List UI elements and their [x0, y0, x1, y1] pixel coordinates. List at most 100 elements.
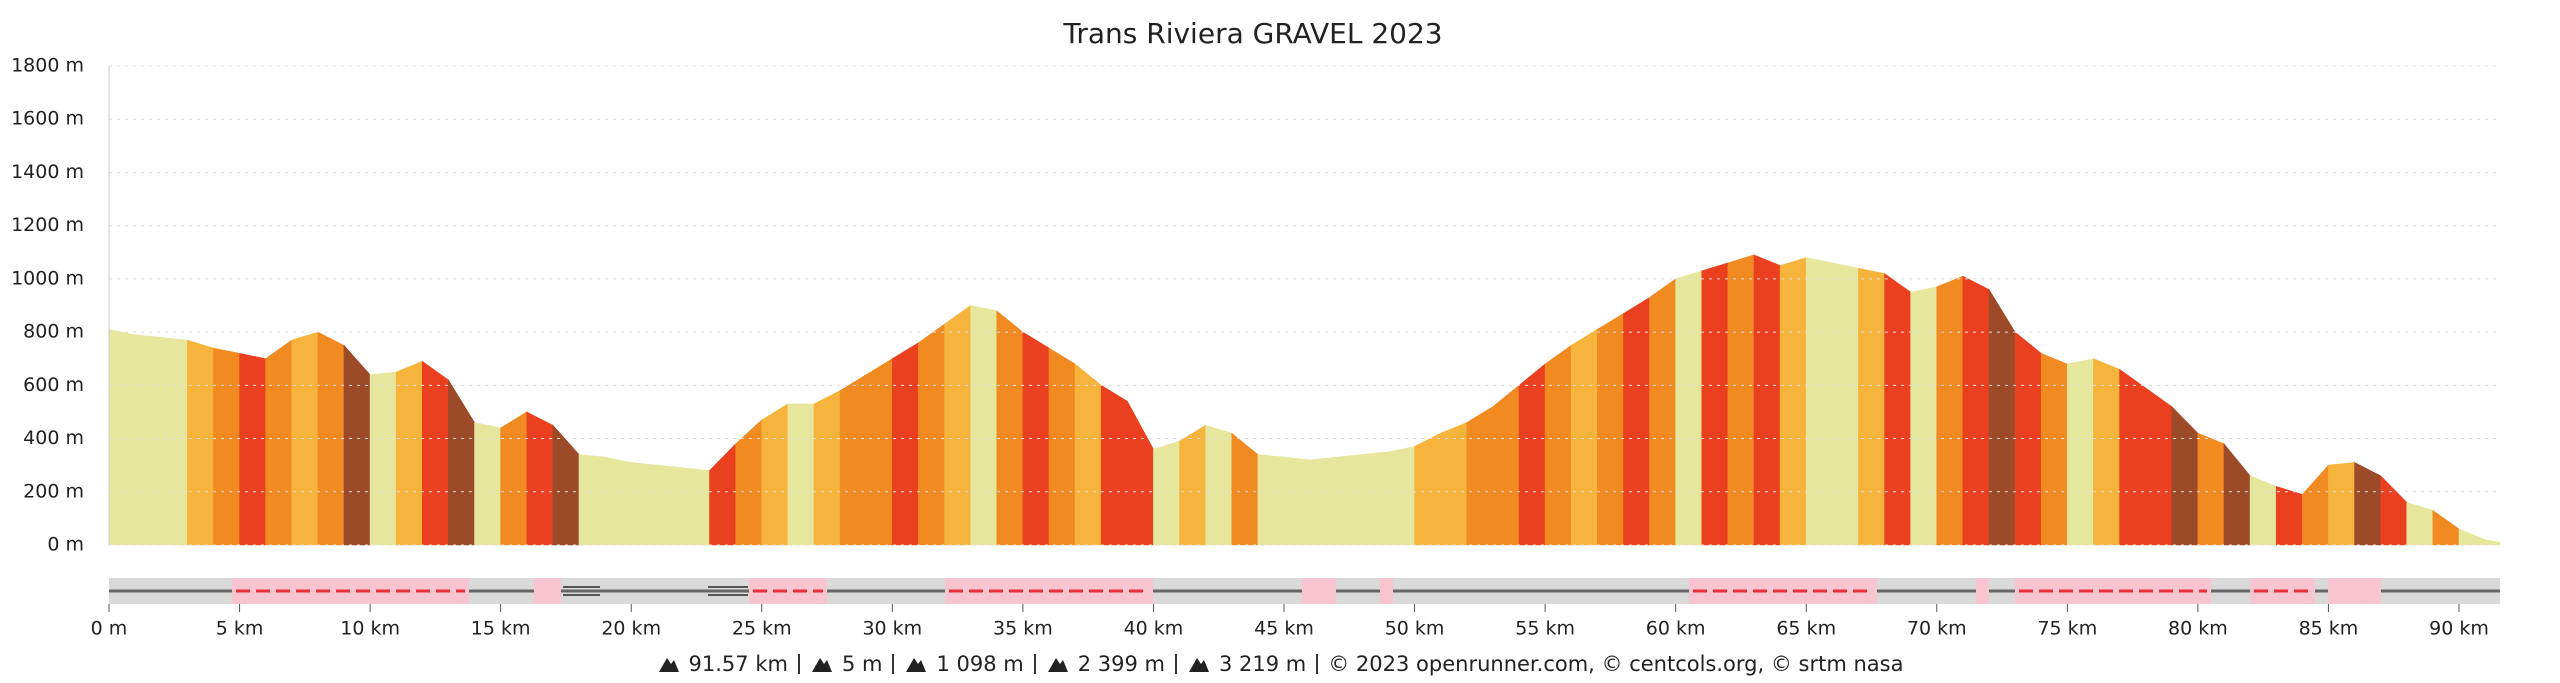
elevation-segment — [657, 464, 684, 546]
stat-value: 5 m — [841, 652, 883, 676]
elevation-segment — [1623, 296, 1650, 546]
y-tick-label: 1000 m — [11, 267, 84, 289]
y-tick-label: 0 m — [47, 534, 84, 556]
stat-value: 1 098 m — [936, 652, 1024, 676]
elevation-segment — [1858, 267, 1885, 546]
elevation-segment — [709, 443, 736, 546]
y-tick-label: 400 m — [23, 427, 84, 449]
elevation-segment — [2406, 502, 2434, 546]
elevation-segment — [1466, 406, 1494, 546]
separator — [1033, 654, 1036, 674]
elevation-segment — [865, 358, 893, 546]
elevation-segment — [526, 411, 554, 546]
y-tick-label: 1600 m — [11, 108, 84, 130]
elevation-segment — [1048, 347, 1076, 546]
elevation-segment — [369, 371, 397, 546]
elevation-segment — [787, 403, 815, 546]
stat-icon — [1047, 658, 1068, 672]
y-tick-label: 800 m — [23, 321, 84, 343]
elevation-segment — [578, 454, 606, 546]
separator — [797, 654, 800, 674]
elevation-segment — [317, 331, 345, 546]
elevation-segment — [160, 337, 188, 546]
band-pink — [232, 578, 2381, 604]
separator — [892, 654, 895, 674]
elevation-segment — [2249, 475, 2277, 546]
elevation-segment — [2223, 443, 2251, 546]
elevation-segment — [630, 462, 658, 546]
elevation-segment — [343, 344, 371, 546]
x-tick-label: 15 km — [471, 618, 531, 640]
stat-icon — [1188, 658, 1209, 672]
stat: 5 m — [810, 652, 883, 676]
y-tick-label: 600 m — [23, 374, 84, 396]
elevation-segment — [2145, 387, 2173, 546]
elevation-segment — [1649, 278, 1676, 546]
elevation-segment — [2067, 358, 2094, 546]
elevation-segment — [970, 305, 998, 546]
stat-icon — [906, 658, 927, 672]
x-tick-label: 55 km — [1515, 618, 1575, 640]
elevation-segment — [813, 390, 841, 546]
elevation-segment — [108, 329, 136, 546]
elevation-segment — [1936, 275, 1964, 546]
chart: Trans Riviera GRAVEL 2023 0 m 200 m 400 m 6… — [11, 17, 2501, 640]
surface-band — [109, 578, 2500, 604]
elevation-segment — [1231, 432, 1259, 546]
elevation-segment — [265, 339, 293, 546]
y-tick-label: 200 m — [23, 480, 84, 502]
elevation-segment — [1440, 422, 1468, 546]
elevation-segment — [474, 422, 501, 546]
elevation-segment — [2275, 486, 2303, 546]
chart-title: Trans Riviera GRAVEL 2023 — [1062, 17, 1442, 50]
elevation-segment — [1544, 344, 1572, 546]
elevation-segment — [604, 456, 632, 546]
stat-value: 2 399 m — [1077, 652, 1165, 676]
x-tick-label: 5 km — [216, 618, 264, 640]
x-tick-label: 50 km — [1385, 618, 1445, 640]
elevation-segment — [1127, 401, 1154, 546]
elevation-segment — [2119, 368, 2146, 546]
elevation-segment — [1309, 456, 1337, 546]
stat-value: 91.57 km — [688, 652, 788, 676]
elevation-segment — [1153, 440, 1180, 546]
elevation-segment — [395, 360, 423, 546]
elevation-segment — [1910, 286, 1938, 546]
elevation-segment — [2171, 405, 2199, 546]
elevation-segment — [1727, 254, 1755, 546]
stat: 1 098 m — [904, 652, 1024, 676]
elevation-segment — [1570, 328, 1598, 546]
elevation-segment — [2458, 528, 2486, 546]
elevation-segment — [239, 353, 266, 546]
elevation-segment — [1518, 363, 1546, 546]
y-tick-label: 1400 m — [11, 161, 84, 183]
stat-icon — [658, 658, 679, 672]
stat: 3 219 m — [1187, 652, 1306, 676]
elevation-segment — [1884, 272, 1911, 546]
elevation-segment — [187, 339, 214, 546]
elevation-segment — [2093, 358, 2120, 546]
elevation-segment — [448, 378, 475, 546]
stat: 91.57 km — [657, 652, 788, 676]
stat: 2 399 m — [1046, 652, 1165, 676]
stat-value: 3 219 m — [1218, 652, 1307, 676]
elevation-segment — [552, 424, 580, 546]
separator — [1174, 654, 1177, 674]
x-tick-label: 60 km — [1646, 618, 1706, 640]
elevation-segment — [1832, 262, 1859, 546]
x-tick-label: 35 km — [993, 618, 1053, 640]
x-tick-label: 75 km — [2037, 618, 2097, 640]
elevation-segment — [2380, 475, 2408, 546]
x-tick-label: 0 m — [91, 618, 128, 640]
y-tick-label: 1200 m — [11, 214, 84, 236]
elevation-segment — [1805, 257, 1833, 546]
band-double — [563, 586, 748, 596]
elevation-segment — [1675, 270, 1703, 546]
elevation-segment — [1257, 454, 1285, 546]
elevation-segment — [683, 467, 710, 546]
x-tick-label: 40 km — [1124, 618, 1184, 640]
elevation-segment — [944, 304, 971, 546]
elevation-segment — [918, 323, 945, 546]
x-tick-label: 70 km — [1907, 618, 1967, 640]
